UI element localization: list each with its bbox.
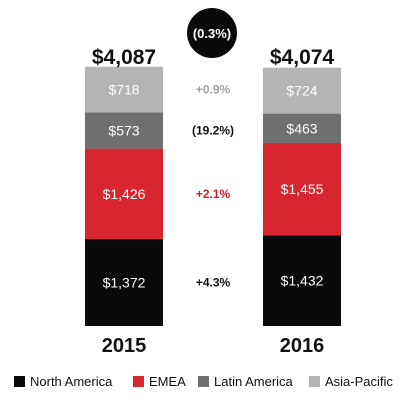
bars-layer — [85, 66, 341, 326]
legend: North America EMEA Latin America Asia-Pa… — [14, 374, 393, 389]
bar-segment-latin-america-2016 — [263, 113, 341, 143]
value-label-latin-america-2016: $463 — [286, 120, 317, 136]
overall-change-label: (0.3%) — [193, 26, 231, 41]
legend-swatch-emea — [133, 376, 144, 387]
legend-label-asia-pacific: Asia-Pacific — [325, 374, 393, 389]
change-label-latin-america: (19.2%) — [192, 123, 234, 137]
change-label-asia-pacific: +0.9% — [196, 83, 231, 97]
total-label-2015: $4,087 — [92, 46, 156, 69]
value-label-north-america-2016: $1,432 — [281, 273, 324, 289]
bar-segment-asia-pacific-2015 — [85, 66, 163, 113]
legend-label-emea: EMEA — [149, 374, 186, 389]
category-label-2015: 2015 — [102, 335, 147, 357]
labels-layer: $1,372 $1,426 $573 $718 $1,432 $1,455 $463 $724… — [103, 82, 324, 291]
bar-segment-emea-2015 — [85, 148, 163, 240]
value-label-asia-pacific-2015: $718 — [108, 82, 139, 98]
legend-label-latin-america: Latin America — [214, 374, 294, 389]
change-label-north-america: +4.3% — [196, 276, 231, 290]
bar-segment-north-america-2016 — [263, 235, 341, 326]
change-label-emea: +2.1% — [196, 187, 231, 201]
category-label-2016: 2016 — [280, 335, 325, 357]
legend-swatch-asia-pacific — [309, 376, 320, 387]
value-label-asia-pacific-2016: $724 — [286, 83, 317, 99]
legend-swatch-north-america — [14, 376, 25, 387]
value-label-latin-america-2015: $573 — [108, 122, 139, 138]
legend-label-north-america: North America — [30, 374, 113, 389]
legend-swatch-latin-america — [198, 376, 209, 387]
value-label-emea-2015: $1,426 — [103, 186, 146, 202]
total-label-2016: $4,074 — [270, 46, 335, 69]
bar-segment-north-america-2015 — [85, 239, 163, 326]
value-label-emea-2016: $1,455 — [281, 181, 324, 197]
bar-segment-emea-2016 — [263, 142, 341, 236]
value-label-north-america-2015: $1,372 — [103, 275, 146, 291]
bar-segment-asia-pacific-2016 — [263, 67, 341, 114]
bar-segment-latin-america-2015 — [85, 112, 163, 149]
overall-change-badge — [187, 8, 237, 58]
